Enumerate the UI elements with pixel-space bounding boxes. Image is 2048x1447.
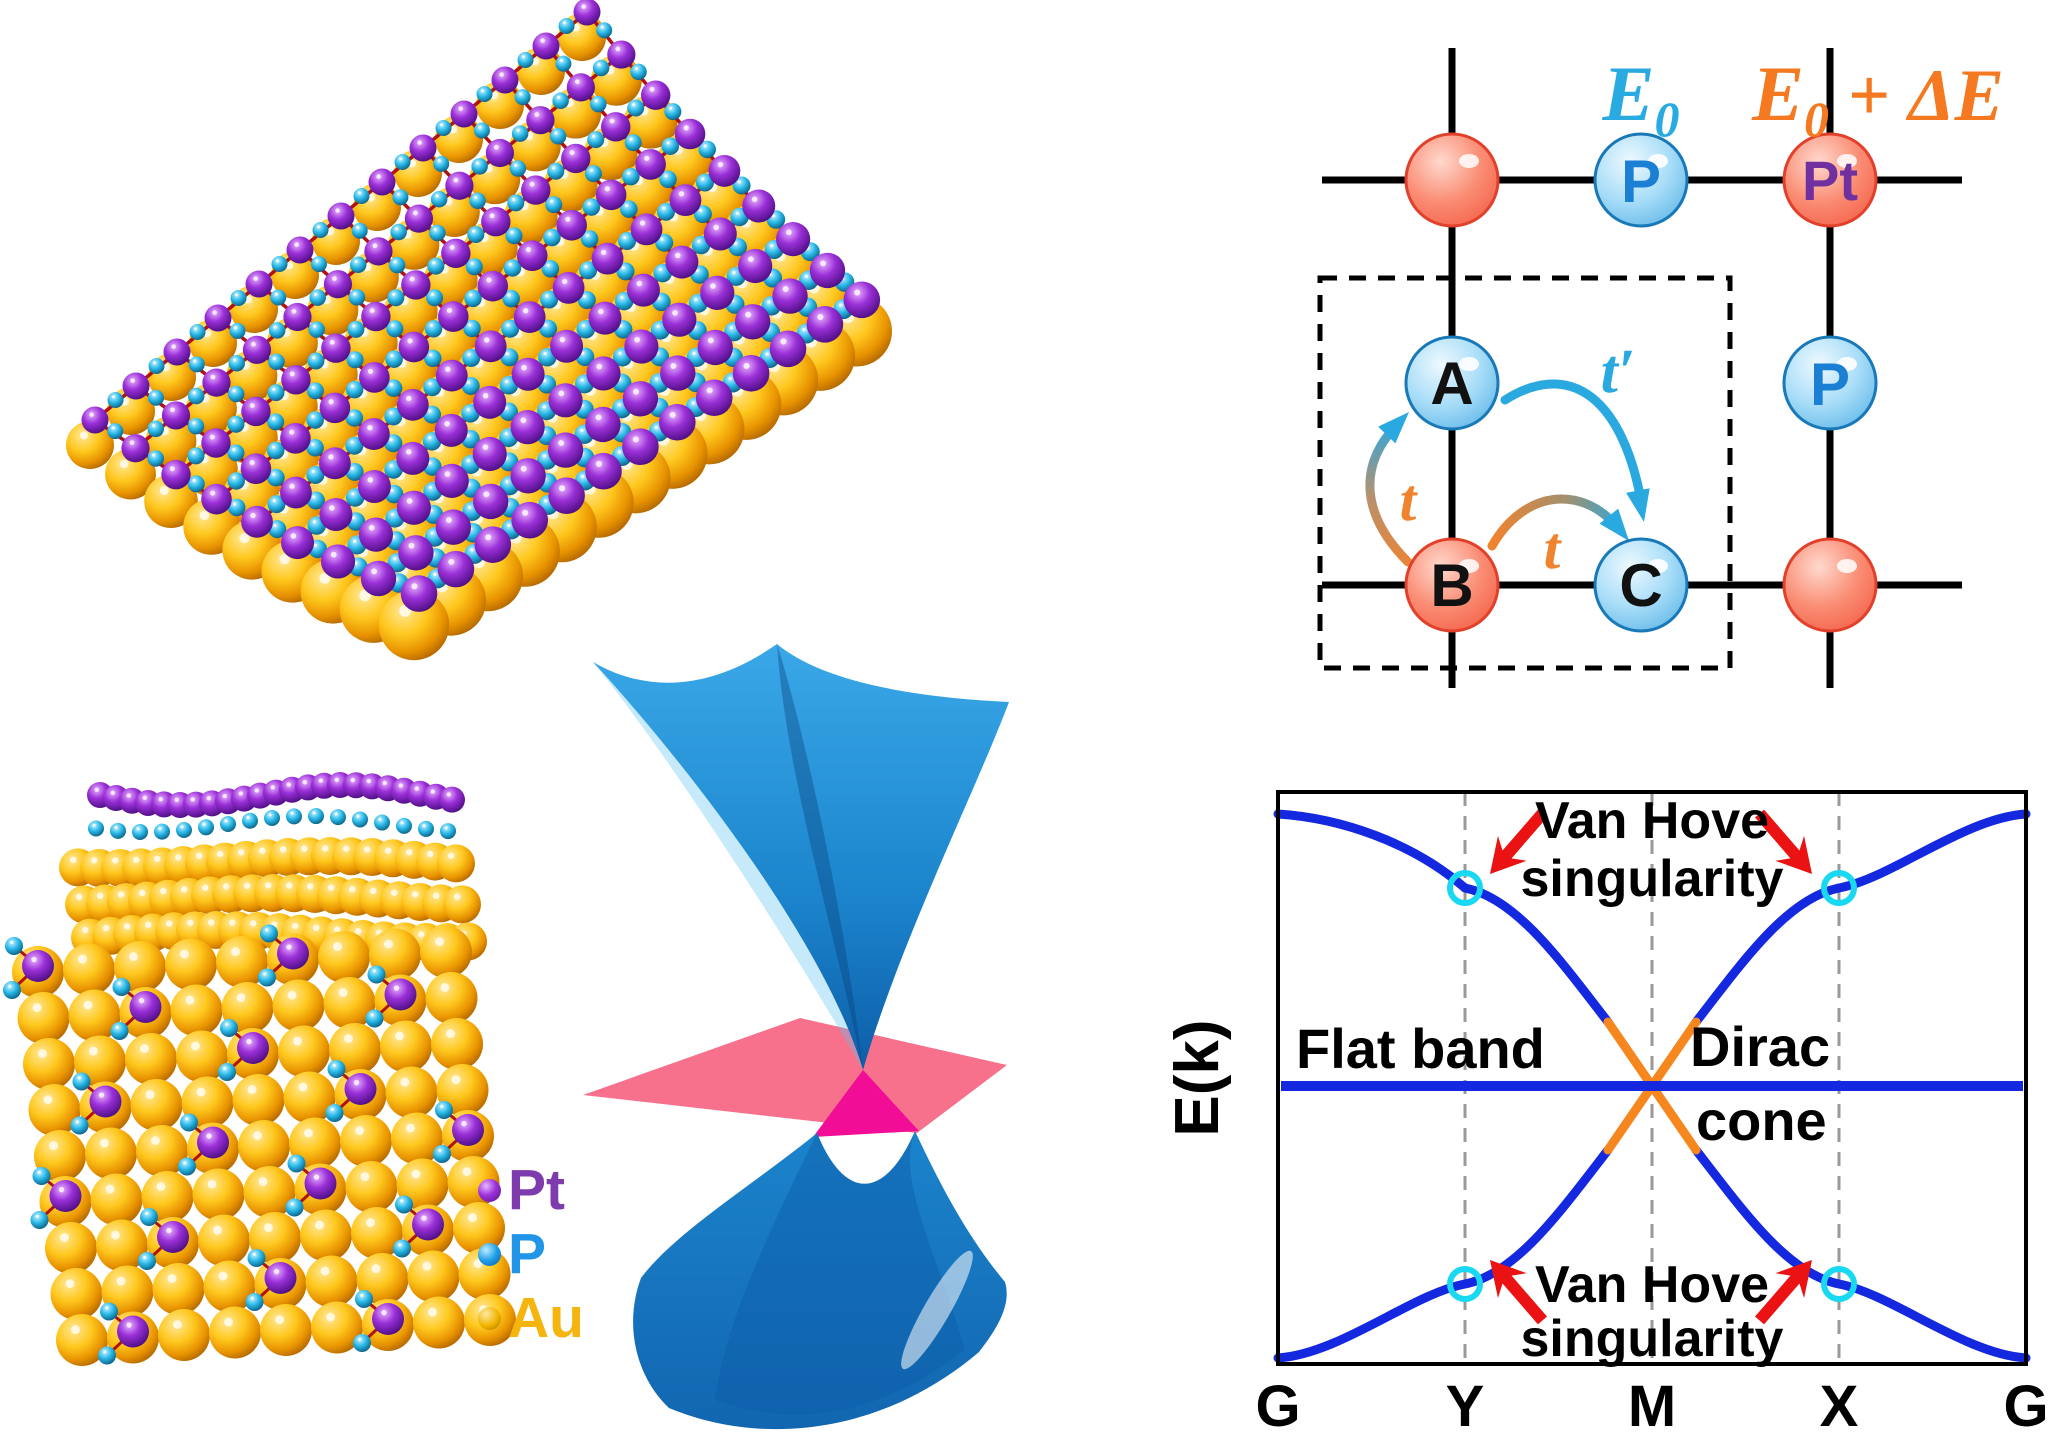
vhs-label-bottom-line1: Van Hove: [1535, 1256, 1769, 1314]
tick-g-left: G: [1255, 1374, 1300, 1439]
hopping-arrow-b-to-a: [1365, 419, 1413, 567]
upper-surface-shading: [777, 644, 863, 1070]
vhs-label-bottom-line2: singularity: [1521, 1310, 1784, 1368]
lower-band-x-to-g: [1834, 1279, 2031, 1363]
lower-cone-through-plane: [813, 1070, 919, 1137]
arrowhead-icon: [1378, 412, 1409, 444]
gloss-highlight: [901, 1250, 973, 1370]
site-label-a: A: [1430, 350, 1473, 417]
site-red-sphere-2: [1782, 537, 1878, 633]
legend-item-au: Au: [478, 1286, 584, 1350]
au-atom-icon: [478, 1306, 501, 1330]
arrowhead-icon: [1626, 488, 1650, 522]
legend-item-pt: Pt: [478, 1158, 584, 1222]
arrowhead-icon: [1599, 508, 1629, 541]
site-label-p-right: P: [1810, 351, 1850, 418]
hopping-label-t-vertical: t: [1400, 467, 1419, 533]
flat-energy-plane: [583, 1018, 1007, 1133]
hopping-arrow-a-to-c: [1500, 379, 1646, 505]
site-pt: Pt: [1782, 132, 1878, 228]
legend-label-p: P: [508, 1221, 547, 1286]
x-axis-tick-labels: G Y M X G: [1255, 1374, 2048, 1439]
site-b: B: [1404, 537, 1500, 633]
panel-band-structure-plot: Van Hove singularity Van Hove singularit…: [1163, 790, 2048, 1439]
site-label-c: C: [1619, 552, 1662, 619]
legend-item-p: P: [478, 1222, 584, 1286]
legend-label-pt: Pt: [508, 1157, 565, 1222]
hopping-label-t-horizontal: t: [1544, 515, 1563, 581]
vhs-label-top-line1: Van Hove: [1535, 792, 1769, 850]
upper-band-y-to-m: [1460, 883, 1613, 1027]
unit-cell-dashed-box: [1317, 275, 1733, 671]
annotations: Van Hove singularity Van Hove singularit…: [1163, 792, 2048, 1439]
top-view-lattice: [3, 924, 516, 1366]
upper-band-m-to-x: [1691, 883, 1844, 1027]
site-label-pt: Pt: [1802, 149, 1858, 212]
upper-band-x-to-g: [1834, 809, 2031, 893]
flat-band-label: Flat band: [1296, 1017, 1545, 1080]
hopping-arrow-b-to-c: [1487, 494, 1623, 551]
dirac-label-line1: Dirac: [1690, 1015, 1830, 1078]
upper-band-g-to-y: [1273, 809, 1470, 893]
plot-frame: [1276, 790, 2028, 1366]
site-label-p: P: [1621, 148, 1661, 215]
legend: Pt P Au: [478, 1158, 584, 1350]
panel-dirac-cone-3d-render: [583, 644, 1009, 1430]
dispersive-bands: [1273, 809, 2031, 1363]
p-atom-icon: [478, 1242, 501, 1266]
legend-label-au: Au: [508, 1285, 584, 1350]
site-p-right: P: [1782, 335, 1878, 431]
tick-m: M: [1628, 1374, 1676, 1439]
tick-g-right: G: [2003, 1374, 2048, 1439]
tick-y: Y: [1446, 1374, 1485, 1439]
lower-band-g-to-y: [1273, 1279, 1470, 1363]
panel-side-and-top-view-renders: [3, 772, 516, 1366]
dirac-label-line2: cone: [1696, 1089, 1827, 1152]
pt-p-overlayer-atoms: [81, 0, 881, 612]
lower-surface-shading: [715, 1131, 965, 1415]
van-hove-rings: [1447, 870, 1857, 1302]
upper-band-surface: [593, 644, 1009, 1070]
vhs-label-top-line2: singularity: [1521, 850, 1784, 908]
panel-tight-binding-lattice: P Pt A P B C E0 E0 + ΔE t t: [1317, 48, 2004, 688]
tick-x: X: [1820, 1374, 1859, 1439]
panel-structure-perspective-render: [66, 0, 892, 661]
y-axis-label: E(k): [1163, 1019, 1232, 1136]
onsite-energy-pt: E0 + ΔE: [1751, 50, 2004, 147]
site-label-b: B: [1430, 552, 1473, 619]
site-red-sphere: [1404, 132, 1500, 228]
hopping-label-t-prime: t′: [1601, 338, 1636, 406]
lattice-sites: P Pt A P B C: [1404, 132, 1878, 633]
site-p-top: P: [1593, 132, 1689, 228]
onsite-energy-p: E0: [1601, 50, 1679, 147]
pt-atom-icon: [478, 1178, 501, 1202]
lower-band-m-to-x: [1691, 1145, 1844, 1289]
site-c: C: [1593, 537, 1689, 633]
lower-band-y-to-m: [1460, 1145, 1613, 1289]
site-a: A: [1404, 335, 1500, 431]
